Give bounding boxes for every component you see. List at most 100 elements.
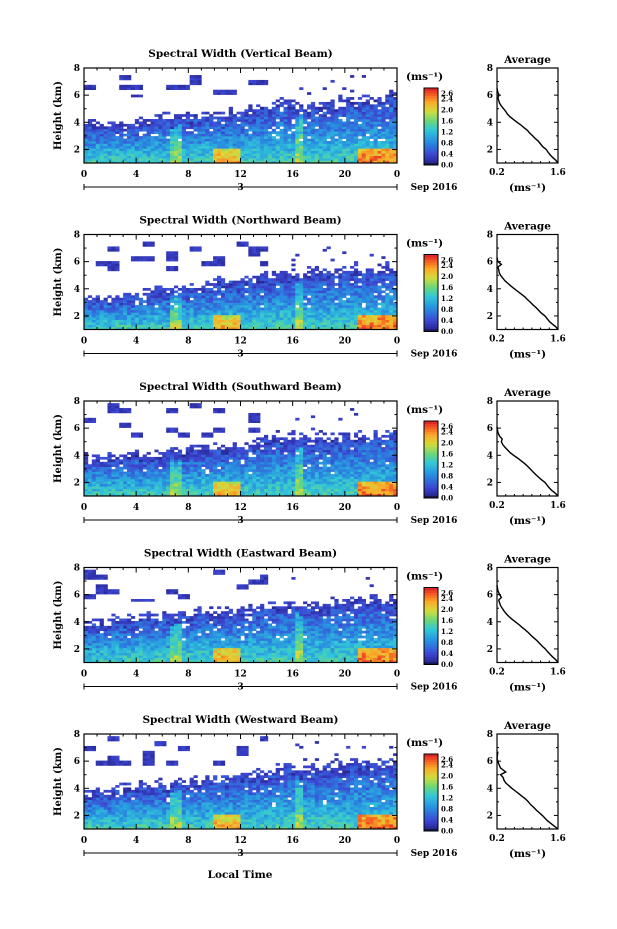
heatmap-cell <box>138 464 143 467</box>
heatmap-cell <box>389 136 394 139</box>
heatmap-cell <box>240 305 245 308</box>
heatmap-cell <box>252 123 257 127</box>
heatmap-cell <box>123 148 128 152</box>
heatmap-cell <box>267 119 273 122</box>
heatmap-cell <box>318 290 323 294</box>
heatmap-cell <box>201 478 206 482</box>
heatmap-cell <box>111 160 116 164</box>
heatmap-cell <box>365 283 370 286</box>
heatmap-cell <box>115 474 120 477</box>
heatmap-cell <box>150 297 155 301</box>
heatmap-cell <box>307 278 312 281</box>
heatmap-cell <box>369 292 374 296</box>
heatmap-cell <box>91 459 97 463</box>
heatmap-cell <box>201 263 206 267</box>
heatmap-cell <box>299 449 304 453</box>
heatmap-cell <box>326 292 331 296</box>
heatmap-cell <box>307 309 312 313</box>
heatmap-cell <box>385 261 390 264</box>
heatmap-cell <box>357 119 363 122</box>
heatmap-cell <box>307 314 312 318</box>
heatmap-cell <box>342 155 347 159</box>
heatmap-cell <box>252 287 257 291</box>
heatmap-cell <box>130 456 136 460</box>
heatmap-cell <box>201 447 206 450</box>
heatmap-cell <box>256 283 261 286</box>
heatmap-cell <box>267 285 273 289</box>
heatmap-cell <box>107 324 112 328</box>
heatmap-cell <box>87 133 93 137</box>
heatmap-cell <box>322 278 327 281</box>
heatmap-cell <box>385 97 390 100</box>
heatmap-cell <box>107 261 112 264</box>
heatmap-cell <box>260 79 265 83</box>
heatmap-cell <box>283 106 288 110</box>
heatmap-cell <box>244 327 249 330</box>
heatmap-cell <box>299 290 304 294</box>
heatmap-cell <box>95 493 100 497</box>
y-tick-label: 2 <box>74 145 80 155</box>
heatmap-cell <box>103 300 108 303</box>
heatmap-cell <box>193 469 198 472</box>
heatmap-cell <box>127 87 132 91</box>
heatmap-cell <box>252 295 257 299</box>
heatmap-cell <box>252 133 257 137</box>
heatmap-cell <box>381 150 386 154</box>
heatmap-cell <box>162 297 167 301</box>
heatmap-cell <box>166 126 171 130</box>
heatmap-cell <box>267 155 273 159</box>
heatmap-cell <box>197 481 202 485</box>
heatmap-cell <box>260 160 265 164</box>
heatmap-cell <box>381 126 386 130</box>
heatmap-cell <box>299 437 304 441</box>
heatmap-cell <box>299 305 304 308</box>
heatmap-cell <box>267 486 273 489</box>
heatmap-cell <box>263 246 269 250</box>
heatmap-cell <box>365 119 370 122</box>
heatmap-cell <box>326 300 331 303</box>
heatmap-cell <box>369 319 374 323</box>
heatmap-cell <box>299 292 304 296</box>
heatmap-cell <box>162 471 167 475</box>
heatmap-cell <box>154 324 159 328</box>
heatmap-cell <box>318 471 323 475</box>
heatmap-cell <box>146 493 151 497</box>
heatmap-cell <box>189 464 194 467</box>
heatmap-cell <box>385 295 390 299</box>
heatmap-cell <box>373 305 378 308</box>
heatmap-cell <box>123 158 128 161</box>
heatmap-cell <box>127 486 132 489</box>
heatmap-cell <box>322 464 327 467</box>
heatmap-cell <box>260 119 265 122</box>
heatmap-cell <box>232 297 237 301</box>
heatmap-cell <box>154 138 159 142</box>
heatmap-cell <box>314 481 320 485</box>
heatmap-cell <box>146 312 151 316</box>
heatmap-cell <box>201 145 206 149</box>
heatmap-cell <box>334 292 339 296</box>
heatmap-cell <box>189 136 194 139</box>
heatmap-cell <box>84 491 89 494</box>
heatmap-cell <box>142 287 147 291</box>
heatmap-cell <box>220 150 226 154</box>
heatmap-cell <box>217 143 222 147</box>
heatmap-cell <box>130 493 136 497</box>
heatmap-cell <box>213 452 218 455</box>
heatmap-cell <box>201 297 206 301</box>
heatmap-cell <box>260 439 265 443</box>
heatmap-cell <box>350 145 355 149</box>
heatmap-cell <box>322 136 327 139</box>
heatmap-cell <box>353 145 359 149</box>
heatmap-cell <box>99 150 104 154</box>
heatmap-cell <box>217 324 222 328</box>
heatmap-cell <box>189 138 194 142</box>
heatmap-cell <box>213 488 218 492</box>
heatmap-cell <box>228 128 233 132</box>
heatmap-cell <box>87 322 93 325</box>
colorbar-swatch <box>424 126 438 130</box>
heatmap-cell <box>260 283 265 286</box>
heatmap-cell <box>299 150 304 154</box>
heatmap-cell <box>87 420 93 424</box>
heatmap-cell <box>181 150 187 154</box>
heatmap-cell <box>201 155 206 159</box>
